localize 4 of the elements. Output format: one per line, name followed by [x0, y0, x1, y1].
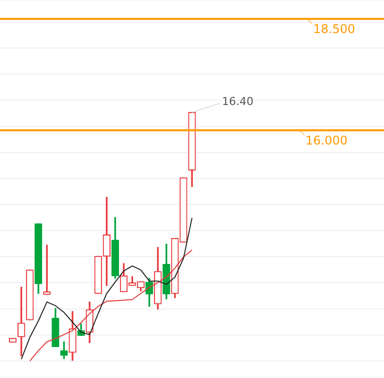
text: 16.40: [222, 95, 254, 108]
candlestick: [43, 244, 51, 295]
annotation: 16.000: [306, 133, 348, 148]
text: 18.500: [313, 22, 356, 36]
